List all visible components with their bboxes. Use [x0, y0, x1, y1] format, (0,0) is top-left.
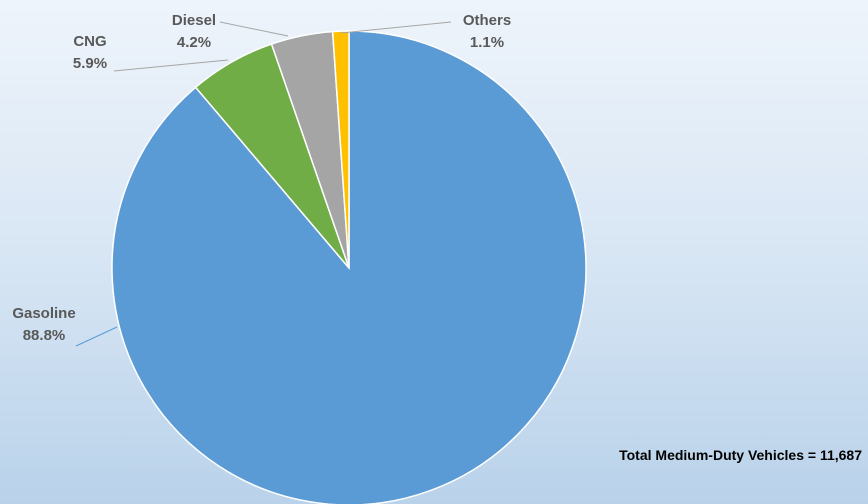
slice-label-gasoline: Gasoline — [12, 305, 75, 322]
leader-lines — [75, 21, 452, 347]
slice-value-gasoline: 88.8% — [23, 327, 66, 344]
leader-line-gasoline — [75, 326, 118, 347]
leader-line-cng — [113, 59, 229, 72]
slice-value-diesel: 4.2% — [177, 34, 211, 51]
leader-line-others — [340, 21, 452, 34]
slice-label-cng: CNG — [73, 33, 106, 50]
slice-label-diesel: Diesel — [172, 12, 216, 29]
total-annotation: Total Medium-Duty Vehicles = 11,687 — [619, 447, 862, 463]
pie-slice-others — [331, 30, 350, 269]
leader-line-diesel — [219, 21, 289, 37]
slice-value-others: 1.1% — [470, 34, 504, 51]
pie-slices — [111, 30, 587, 504]
slice-value-cng: 5.9% — [73, 55, 107, 72]
slice-label-others: Others — [463, 12, 511, 29]
slice-labels: Gasoline 88.8% CNG 5.9% Diesel 4.2% Others 1.1% — [12, 12, 511, 344]
pie-slice-gasoline — [111, 30, 587, 504]
